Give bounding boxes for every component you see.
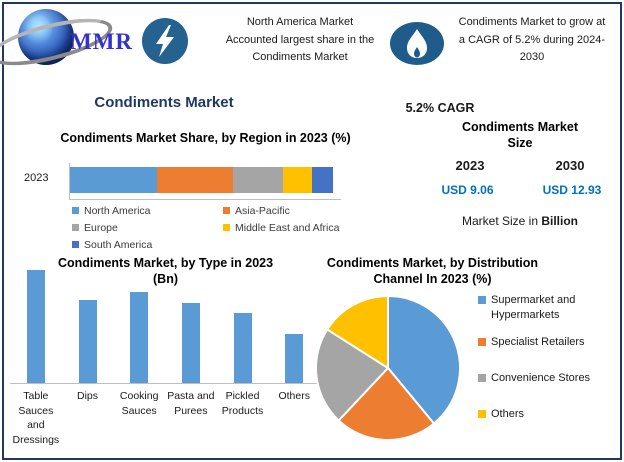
legend-item: Supermarket and Hypermarkets (478, 293, 624, 322)
page-title: Condiments Market (94, 94, 234, 111)
unit-note-bold: Billion (541, 214, 579, 228)
stacked-segment (283, 167, 312, 193)
cagr-label: 5.2% CAGR (405, 101, 475, 115)
legend-label: South America (84, 238, 153, 251)
bar-column (268, 265, 320, 383)
type-chart-title: Condiments Market, by Type in 2023 (Bn) (57, 256, 274, 286)
fact1-text: North America Market Accounted largest s… (225, 16, 375, 63)
stacked-segment (70, 167, 157, 193)
logo-text: MMR (70, 29, 134, 54)
market-size-title: Condiments Market Size (462, 120, 578, 150)
fact2-text: Condiments Market to grow at a CAGR of 5… (458, 16, 606, 63)
legend-color-swatch (223, 224, 230, 231)
legend-color-swatch (478, 373, 486, 382)
bar-column (10, 265, 62, 383)
type-category-labels: Table Sauces and Dressings Dips Cooking Sa… (10, 389, 320, 447)
market-size-year-start: 2023 (455, 158, 485, 173)
unit-note-prefix: Market Size in (461, 214, 542, 228)
legend-color-swatch (478, 410, 486, 418)
type-bar-plot (10, 265, 320, 384)
bar-category-label: Cooking Sauces (119, 390, 159, 417)
bar (285, 333, 304, 383)
stacked-segment (156, 167, 234, 193)
region-axis-line (69, 163, 70, 200)
flame-icon (390, 22, 444, 65)
globe-icon (18, 9, 74, 65)
legend-item: Others (478, 407, 624, 422)
bar-category-label: Table Sauces and Dressings (12, 390, 60, 446)
bar (130, 291, 149, 383)
bar-category-label: Others (278, 390, 310, 402)
stacked-segment (233, 167, 284, 193)
pie-legend: Supermarket and Hypermarkets Specialist R… (478, 293, 624, 422)
bar-category-label: Pasta and Purees (167, 390, 215, 417)
market-size-unit-note: Market Size in Billion (430, 214, 610, 228)
bar (181, 302, 200, 383)
legend-color-swatch (72, 224, 79, 231)
legend-color-swatch (478, 338, 486, 346)
legend-label: Middle East and Africa (235, 221, 340, 234)
bar-column (165, 265, 217, 383)
bar-column (217, 265, 269, 383)
legend-label: North America (84, 204, 151, 217)
legend-item: Middle East and Africa (223, 219, 362, 236)
bar-column (113, 265, 165, 383)
pie-slice (337, 367, 435, 441)
region-baseline (69, 199, 341, 200)
legend-color-swatch (72, 207, 79, 214)
region-stacked-bar (70, 167, 333, 193)
region-row-label: 2023 (24, 172, 49, 184)
pie-slice (387, 295, 461, 425)
region-chart-title: Condiments Market Share, by Region in 20… (60, 131, 351, 145)
legend-color-swatch (223, 207, 230, 214)
market-size-year-end: 2030 (555, 158, 585, 173)
bar (233, 313, 252, 383)
pie-chart-title: Condiments Market, by Distribution Chann… (326, 256, 539, 286)
legend-label: Asia-Pacific (235, 204, 290, 217)
bar (26, 270, 45, 383)
bar-category-label: Pickled Products (221, 390, 264, 417)
region-legend: North America Asia-Pacific Europe Middle Ea… (72, 202, 362, 253)
legend-label: Convenience Stores (491, 371, 591, 384)
legend-item: South America (72, 236, 223, 253)
legend-item: North America (72, 202, 223, 219)
legend-item: Convenience Stores (478, 371, 624, 386)
distribution-pie (315, 295, 461, 441)
legend-label: Others (491, 408, 525, 420)
legend-color-swatch (478, 296, 486, 304)
bar-column (62, 265, 114, 383)
market-size-value-end: USD 12.93 (542, 183, 602, 197)
stacked-segment (311, 167, 333, 193)
legend-item: Asia-Pacific (223, 202, 362, 219)
legend-item: Specialist Retailers (478, 335, 624, 350)
pie-slice (315, 328, 389, 422)
legend-item: Europe (72, 219, 223, 236)
bar-category-label: Dips (77, 390, 99, 402)
market-size-value-start: USD 9.06 (441, 183, 494, 197)
mmr-logo: MMR (0, 4, 144, 75)
legend-label: Europe (84, 221, 118, 234)
legend-label: Supermarket and Hypermarkets (491, 294, 576, 321)
pie-slice (326, 295, 389, 369)
legend-color-swatch (72, 241, 79, 248)
bar (78, 299, 97, 383)
legend-label: Specialist Retailers (491, 336, 585, 348)
lightning-icon (142, 18, 188, 64)
